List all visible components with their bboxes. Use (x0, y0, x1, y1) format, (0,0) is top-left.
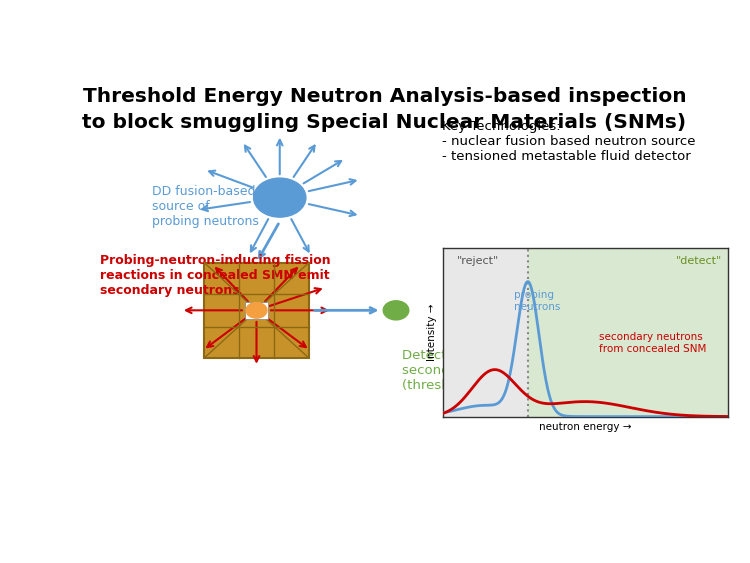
Circle shape (246, 302, 267, 318)
Y-axis label: Intensity →: Intensity → (427, 303, 437, 361)
Text: Detector sensitive to the
secondary neutrons only
(threshold energy rejection): Detector sensitive to the secondary neut… (402, 349, 589, 392)
Text: probing
neutrons: probing neutrons (514, 290, 560, 311)
Text: Threshold Energy Neutron Analysis-based inspection: Threshold Energy Neutron Analysis-based … (82, 87, 686, 106)
Text: DD fusion-based
source of
probing neutrons: DD fusion-based source of probing neutro… (152, 185, 259, 228)
X-axis label: neutron energy →: neutron energy → (538, 422, 632, 432)
Bar (528, 248, 728, 417)
Text: Probing-neutron-inducing fission
reactions in concealed SMN emit
secondary neutr: Probing-neutron-inducing fission reactio… (100, 254, 330, 297)
FancyBboxPatch shape (204, 262, 309, 358)
Circle shape (254, 178, 306, 217)
Text: "detect": "detect" (676, 256, 722, 266)
FancyBboxPatch shape (244, 302, 268, 319)
Bar (442, 248, 528, 417)
Text: to block smuggling Special Nuclear Materials (SNMs): to block smuggling Special Nuclear Mater… (82, 113, 686, 132)
Text: secondary neutrons
from concealed SNM: secondary neutrons from concealed SNM (599, 332, 706, 354)
Text: Key Technologies:
- nuclear fusion based neutron source
- tensioned metastable f: Key Technologies: - nuclear fusion based… (442, 119, 696, 163)
Text: "reject": "reject" (457, 256, 499, 266)
Circle shape (383, 301, 409, 320)
